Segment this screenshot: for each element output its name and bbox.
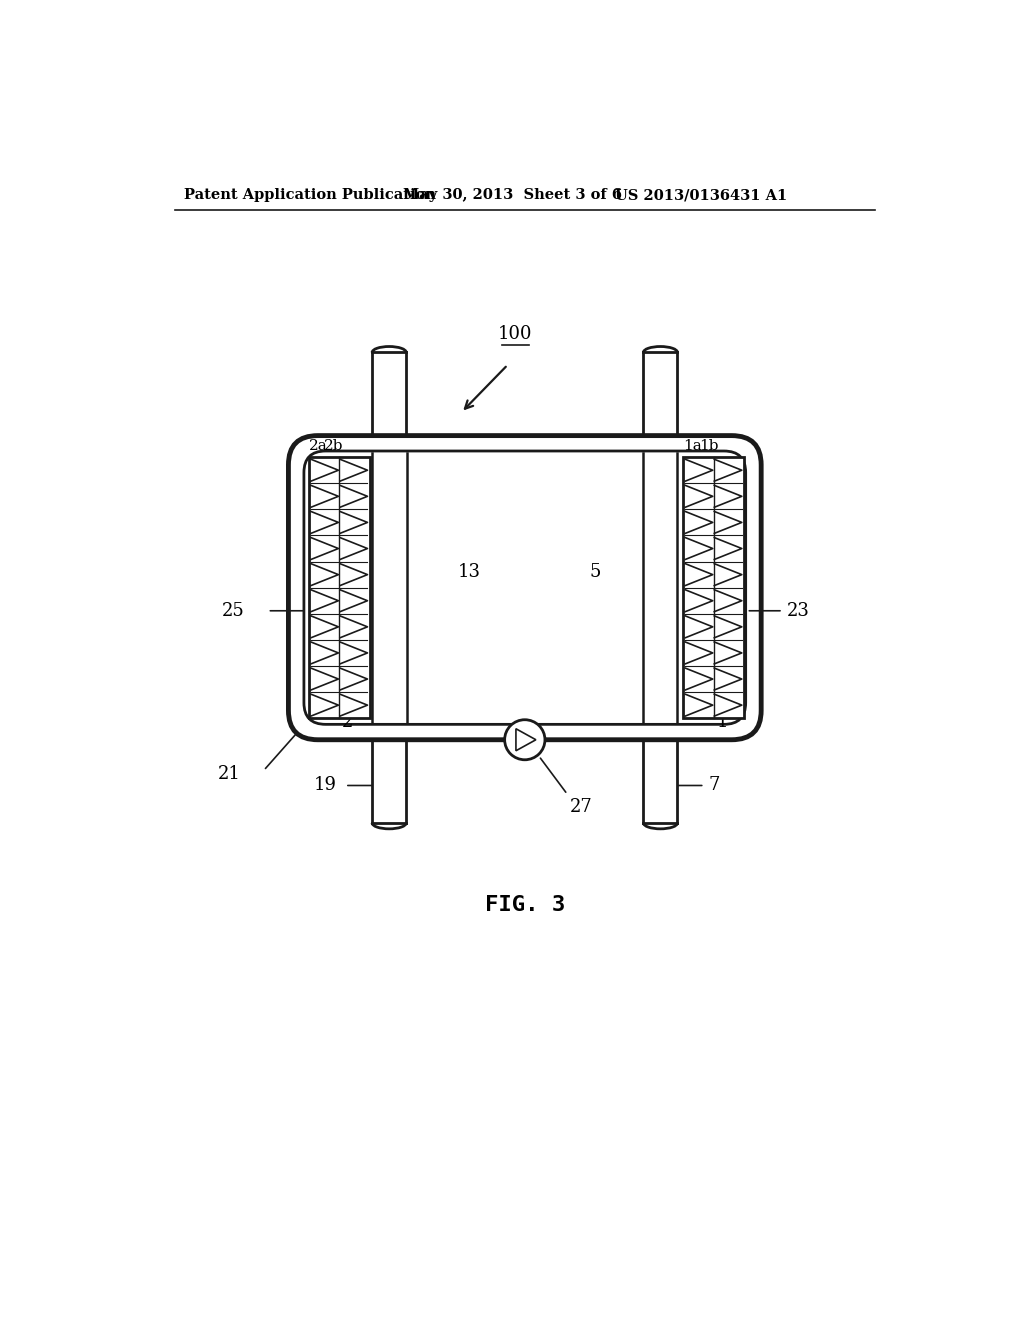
Text: 1: 1 [717, 713, 728, 731]
Text: Patent Application Publication: Patent Application Publication [183, 189, 436, 202]
Text: 27: 27 [569, 799, 593, 816]
Text: 2: 2 [342, 713, 353, 731]
Text: 25: 25 [221, 602, 245, 620]
Bar [683, 457, 744, 718]
Text: 100: 100 [499, 325, 532, 343]
Text: 2b: 2b [325, 440, 344, 453]
Polygon shape [516, 729, 536, 751]
Text: US 2013/0136431 A1: US 2013/0136431 A1 [614, 189, 787, 202]
Text: 7: 7 [709, 776, 720, 795]
Text: 19: 19 [314, 776, 337, 795]
Text: 23: 23 [786, 602, 810, 620]
Text: May 30, 2013  Sheet 3 of 6: May 30, 2013 Sheet 3 of 6 [403, 189, 623, 202]
Text: 1b: 1b [698, 440, 718, 453]
Circle shape [505, 719, 545, 760]
Text: FIG. 3: FIG. 3 [484, 895, 565, 915]
Text: 5: 5 [589, 564, 600, 581]
Text: 1a: 1a [683, 440, 701, 453]
Bar [308, 457, 370, 718]
FancyBboxPatch shape [289, 436, 761, 739]
Text: 2a: 2a [308, 440, 328, 453]
FancyBboxPatch shape [304, 451, 745, 725]
Text: 13: 13 [458, 564, 480, 581]
Text: 21: 21 [217, 766, 241, 783]
